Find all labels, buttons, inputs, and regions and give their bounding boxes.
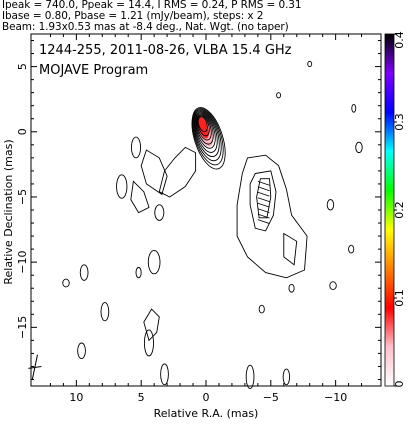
noise-contour xyxy=(154,204,165,221)
y-tick-label: 5 xyxy=(16,63,29,70)
x-tick-label: −5 xyxy=(263,391,279,404)
polarization-vector xyxy=(257,219,270,224)
y-tick-label: −5 xyxy=(16,189,29,205)
noise-contour xyxy=(130,136,141,159)
noise-contour xyxy=(307,60,313,68)
plot-frame xyxy=(30,33,382,387)
noise-contour xyxy=(147,249,161,275)
noise-contour xyxy=(116,174,128,199)
sw-component-contour-3 xyxy=(256,178,272,219)
map-header: Ipeak = 740.0, Ppeak = 14.4, I RMS = 0.2… xyxy=(2,0,402,33)
jet-contour-1 xyxy=(158,146,197,198)
core-contour xyxy=(197,116,208,133)
noise-contour xyxy=(348,244,355,254)
noise-contour xyxy=(100,302,110,322)
noise-contour xyxy=(62,278,70,288)
x-tick-label: −10 xyxy=(324,391,347,404)
beam-minor-axis xyxy=(28,365,42,369)
noise-contour xyxy=(79,264,89,281)
noise-contour xyxy=(160,363,169,386)
core-emission-peak xyxy=(197,117,209,139)
noise-contour xyxy=(276,92,282,99)
x-tick-label: 10 xyxy=(69,391,83,404)
polarization-vector xyxy=(257,180,270,186)
colorbar-tick-label: 0.2 xyxy=(393,201,406,219)
core-contour xyxy=(194,111,218,153)
noise-contour xyxy=(245,364,255,390)
noise-contour xyxy=(326,199,335,211)
polarization-vector xyxy=(257,197,270,203)
core-contour xyxy=(195,112,216,149)
jet-contour-2 xyxy=(140,149,168,196)
noise-contour xyxy=(258,304,265,314)
colorbar-tick-label: 0.3 xyxy=(393,113,406,131)
colorbar-tick-label: 0.1 xyxy=(393,289,406,307)
polarization-vector xyxy=(257,213,270,219)
core-contour xyxy=(197,115,210,137)
map-title: 1244-255, 2011-08-26, VLBA 15.4 GHz xyxy=(39,43,292,58)
sw-component-contour-2 xyxy=(249,170,277,232)
core-contour xyxy=(195,113,214,145)
polarization-vector xyxy=(257,208,270,213)
noise-contour xyxy=(329,281,337,290)
x-tick-label: 0 xyxy=(203,391,210,404)
noise-contour xyxy=(143,329,154,357)
y-tick-label: −10 xyxy=(16,251,29,274)
polarization-vector xyxy=(257,191,270,197)
noise-contour-south xyxy=(143,308,160,342)
noise-contour xyxy=(135,266,142,279)
core-contour xyxy=(196,114,212,141)
polarization-vector xyxy=(257,186,270,192)
noise-contour xyxy=(288,283,295,293)
header-line-peak: Ipeak = 740.0, Ppeak = 14.4, I RMS = 0.2… xyxy=(2,0,302,11)
map-subtitle: MOJAVE Program xyxy=(39,63,148,78)
x-axis-title: Relative R.A. (mas) xyxy=(154,407,259,420)
x-tick-label: 5 xyxy=(138,391,145,404)
y-tick-label: −15 xyxy=(16,316,29,339)
core-contour xyxy=(193,110,220,158)
jet-contour-3 xyxy=(130,180,150,214)
noise-contour xyxy=(351,103,357,113)
sw-component-contour-1 xyxy=(236,154,308,279)
noise-contour xyxy=(77,342,86,360)
core-contour xyxy=(192,109,222,162)
noise-contour-sw xyxy=(283,232,298,266)
y-tick-label: 0 xyxy=(16,128,29,135)
y-axis-title: Relative Declination (mas) xyxy=(2,139,15,284)
header-line-beam: Beam: 1.93x0.53 mas at -8.4 deg., Nat. W… xyxy=(2,21,289,33)
noise-contour xyxy=(355,141,363,154)
colorbar: 0 0.1 0.2 0.3 0.4 xyxy=(384,31,406,388)
core-contour xyxy=(192,108,224,166)
colorbar-tick-label: 0 xyxy=(393,381,406,388)
noise-contour xyxy=(282,368,291,386)
core-contour xyxy=(191,107,226,170)
header-line-base: Ibase = 0.80, Pbase = 1.21 (mJy/beam), s… xyxy=(2,10,264,22)
axis-ticks: 10 5 0 −5 −10 5 0 −5 −10 −15 xyxy=(16,34,381,404)
colorbar-tick-label: 0.4 xyxy=(393,31,406,49)
contour-layer xyxy=(28,60,363,390)
polarization-vector xyxy=(257,202,270,208)
